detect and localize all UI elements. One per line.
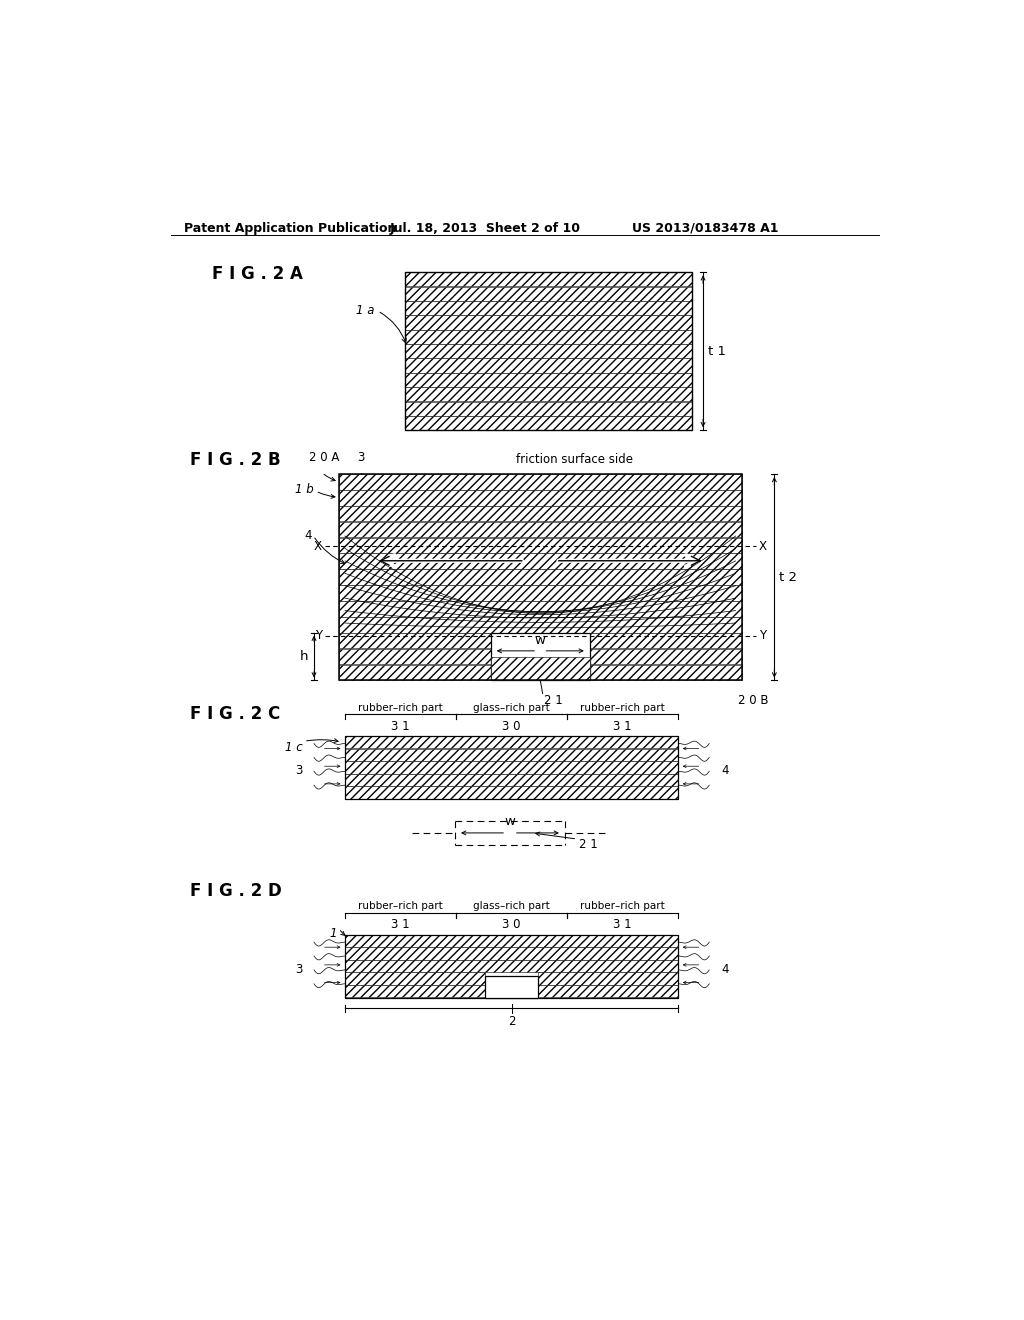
Bar [345,748,678,760]
Bar [339,553,741,569]
Text: 4: 4 [721,962,728,975]
Text: 3 1: 3 1 [391,919,410,932]
Bar [406,272,692,430]
Bar [406,330,692,345]
Text: w: w [535,634,546,647]
Bar [345,762,678,774]
Text: Y: Y [759,630,766,643]
Text: t 2: t 2 [779,570,797,583]
Bar [345,774,678,787]
Bar [345,787,678,799]
Bar [406,272,692,286]
Text: glass–rich part: glass–rich part [473,902,550,911]
Bar [538,973,678,985]
Text: 2 1: 2 1 [579,838,598,851]
Text: Y: Y [314,630,322,643]
Text: glass–rich part: glass–rich part [473,702,550,713]
Text: 3: 3 [295,764,302,777]
Bar [339,537,741,553]
Bar [339,632,490,648]
Bar [490,632,590,681]
Text: rubber–rich part: rubber–rich part [358,902,443,911]
Text: 2 0 B: 2 0 B [738,694,768,708]
Text: US 2013/0183478 A1: US 2013/0183478 A1 [632,222,778,235]
Bar [339,506,741,521]
Text: 2 0 A: 2 0 A [309,451,340,465]
Text: Jul. 18, 2013  Sheet 2 of 10: Jul. 18, 2013 Sheet 2 of 10 [390,222,581,235]
Bar [345,935,678,998]
Bar [590,664,741,680]
Bar [406,372,692,387]
Text: 3: 3 [357,451,365,465]
Bar [345,960,678,973]
Bar [590,648,741,664]
Text: 3 1: 3 1 [613,719,632,733]
Bar [406,401,692,416]
Bar [406,359,692,372]
Text: Patent Application Publication: Patent Application Publication [183,222,396,235]
Text: 1: 1 [330,927,337,940]
Bar [345,948,678,960]
Bar [339,569,741,585]
Bar [339,601,741,616]
Bar [345,985,485,998]
Text: 3: 3 [295,962,302,975]
Text: 1 c: 1 c [285,741,302,754]
Text: rubber–rich part: rubber–rich part [358,702,443,713]
Bar [490,656,590,681]
Bar [406,416,692,430]
Bar [339,490,741,506]
Text: X: X [313,540,322,553]
Bar [345,737,678,748]
Text: 2 1: 2 1 [544,694,563,708]
Text: 3 0: 3 0 [503,719,521,733]
Bar [345,737,678,799]
Bar [339,648,490,664]
Text: rubber–rich part: rubber–rich part [581,702,665,713]
Text: F I G . 2 D: F I G . 2 D [190,882,282,900]
Text: F I G . 2 A: F I G . 2 A [212,264,302,282]
Text: friction surface side: friction surface side [515,453,633,466]
Text: w: w [505,816,515,829]
Bar [406,301,692,315]
Text: 4: 4 [721,764,728,777]
Bar [485,977,538,998]
Bar [538,985,678,998]
Bar [345,973,485,985]
Text: t 1: t 1 [708,345,726,358]
Bar [339,474,741,490]
Text: X: X [759,540,767,553]
Bar [406,387,692,401]
Text: F I G . 2 B: F I G . 2 B [190,451,281,469]
Text: 1 b: 1 b [295,483,314,496]
Bar [345,935,678,946]
Bar [406,345,692,358]
Bar [590,632,741,648]
Bar [406,286,692,301]
Text: F I G . 2 C: F I G . 2 C [190,705,281,723]
Bar [339,474,741,681]
Text: 2: 2 [508,1015,515,1028]
Bar [339,616,741,632]
Text: h: h [299,649,308,663]
Text: 3 1: 3 1 [391,719,410,733]
Text: 3 0: 3 0 [503,919,521,932]
Bar [339,585,741,601]
Text: 3 1: 3 1 [613,919,632,932]
Text: 1 a: 1 a [356,305,375,317]
Text: rubber–rich part: rubber–rich part [581,902,665,911]
Bar [406,315,692,330]
Bar [339,521,741,537]
Text: 4: 4 [304,529,311,543]
Bar [339,664,490,680]
